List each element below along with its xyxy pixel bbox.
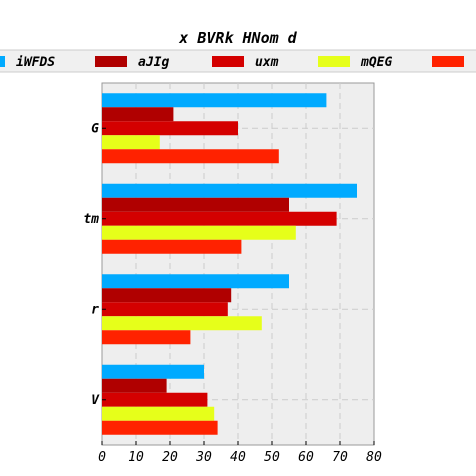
bar xyxy=(102,149,279,164)
bar xyxy=(102,406,215,421)
bar xyxy=(102,392,208,407)
legend-label: mQEG xyxy=(360,55,392,70)
bar xyxy=(102,183,357,198)
bars xyxy=(102,93,357,435)
x-tick-label: 70 xyxy=(332,450,348,465)
category-label: G xyxy=(91,121,99,136)
legend-label: iWFDS xyxy=(16,55,55,70)
x-tick-label: 20 xyxy=(162,450,178,465)
bar xyxy=(102,302,228,317)
x-tick-label: 60 xyxy=(298,450,314,465)
bar xyxy=(102,121,238,136)
bar xyxy=(102,135,160,150)
bar xyxy=(102,288,232,303)
bar xyxy=(102,378,167,393)
chart-title: x BVRk HNom d xyxy=(178,29,297,47)
category-label: r xyxy=(91,302,99,317)
bar xyxy=(102,239,242,254)
legend-swatch xyxy=(0,56,5,67)
x-tick-label: 0 xyxy=(98,450,106,465)
bar xyxy=(102,364,204,379)
bar xyxy=(102,225,296,240)
category-label: tm xyxy=(83,212,99,227)
legend-label: aJIg xyxy=(138,55,169,70)
x-tick-label: 80 xyxy=(366,450,382,465)
legend-swatch xyxy=(432,56,464,67)
bar xyxy=(102,274,289,289)
legend: iWFDS aJIg uxm mQEG xyxy=(0,49,476,73)
x-axis: 0 10 20 30 40 50 60 70 80 xyxy=(98,441,382,465)
bar xyxy=(102,211,337,226)
legend-label: uxm xyxy=(255,55,279,70)
bar xyxy=(102,107,174,122)
x-tick-label: 10 xyxy=(128,450,144,465)
legend-swatch xyxy=(318,56,350,67)
bar xyxy=(102,93,327,108)
legend-swatch xyxy=(212,56,244,67)
legend-swatch xyxy=(95,56,127,67)
category-label: V xyxy=(91,393,100,408)
x-tick-label: 40 xyxy=(230,450,246,465)
bar xyxy=(102,316,262,331)
x-tick-label: 30 xyxy=(195,450,212,465)
x-tick-label: 50 xyxy=(264,450,280,465)
bar xyxy=(102,420,218,435)
bar xyxy=(102,330,191,345)
y-axis: Gtm r V xyxy=(83,121,106,408)
bar xyxy=(102,197,289,212)
